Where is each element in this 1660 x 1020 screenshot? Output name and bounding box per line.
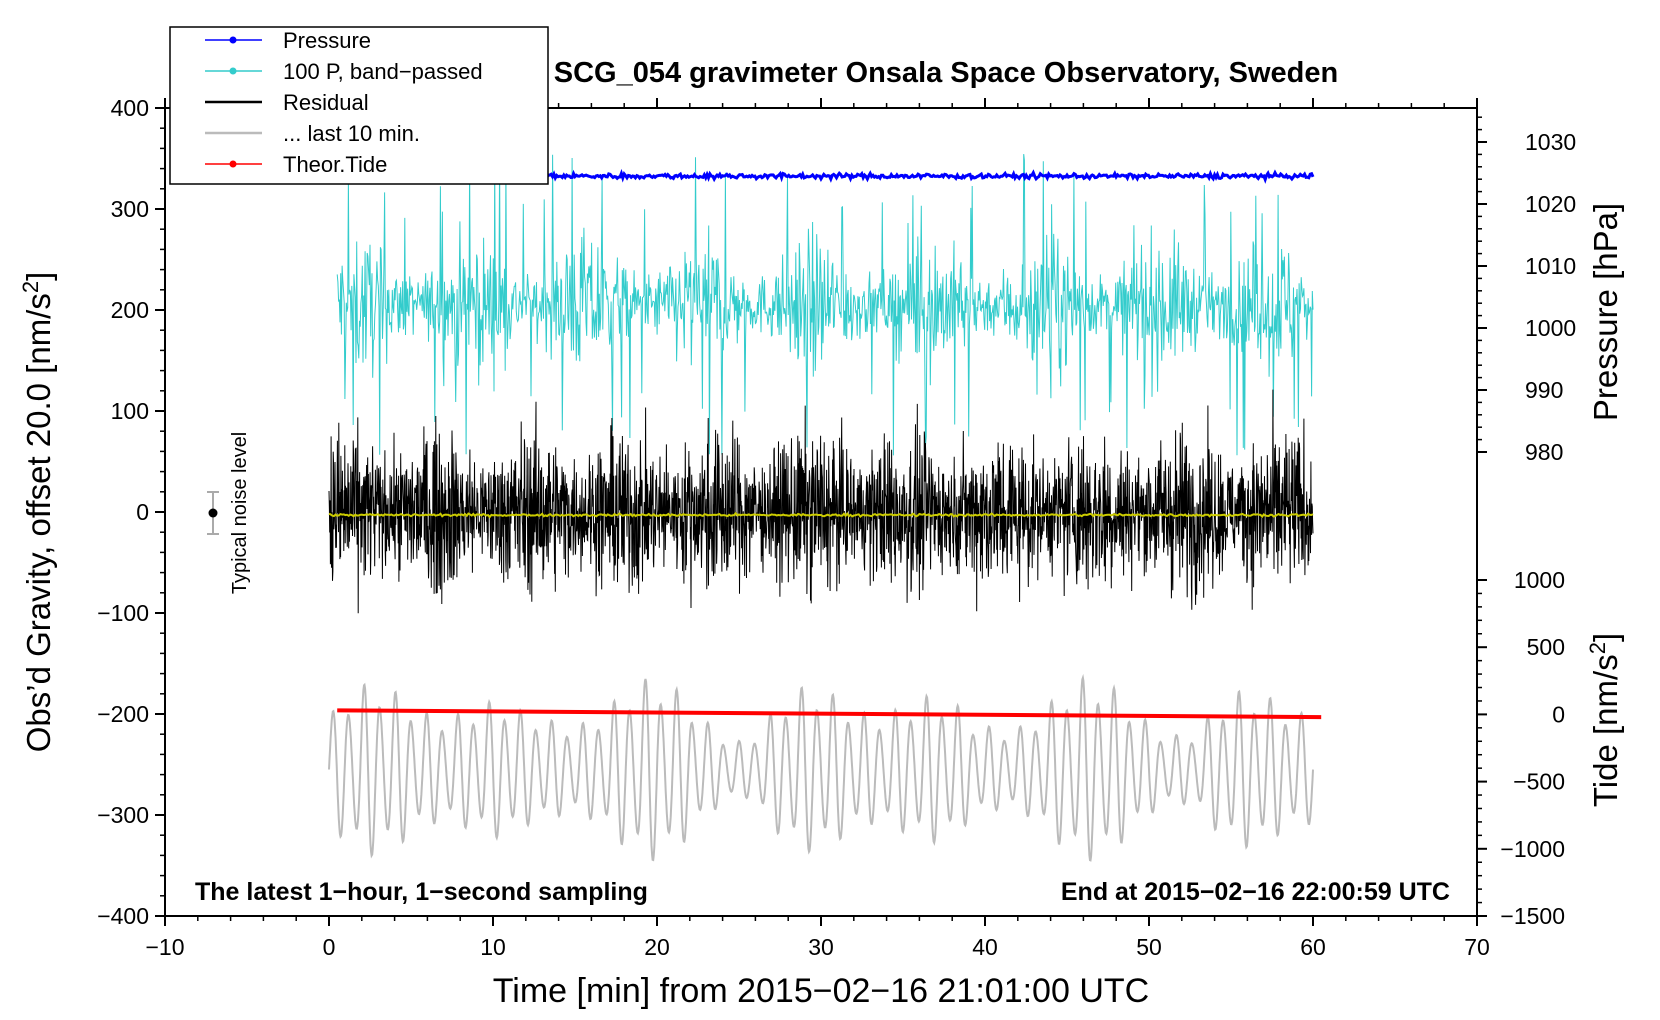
- x-tick-label: 10: [480, 934, 506, 960]
- legend-box: [169, 26, 549, 185]
- annotation-sampling: The latest 1−hour, 1−second sampling: [195, 878, 648, 906]
- y-axis-pressure-label: Pressure [hPa]: [1587, 203, 1624, 421]
- legend: Pressure 100 P, band−passed Residual ... la…: [169, 26, 549, 185]
- x-tick-label: 20: [644, 934, 670, 960]
- legend-entry: Pressure: [205, 28, 371, 53]
- x-tick-label: 30: [808, 934, 834, 960]
- x-tick-label: 50: [1136, 934, 1162, 960]
- y-axis-tide-label-sup: 2: [1585, 642, 1610, 654]
- y-axis-pressure-ticks: 1030 1020 1010 1000 990 980: [1477, 116, 1576, 465]
- legend-entry-label: Theor.Tide: [283, 152, 387, 177]
- x-axis-ticks: −10 0 10 20 30 40 50 60 70: [145, 98, 1490, 960]
- y-pressure-tick-label: 1020: [1525, 191, 1576, 217]
- y-axis-tide-label: Tide [nm/s2]: [1585, 633, 1625, 807]
- legend-swatch-marker: [229, 160, 237, 168]
- x-tick-label: 60: [1300, 934, 1326, 960]
- legend-entry: Theor.Tide: [205, 152, 387, 177]
- y-left-tick-label: −400: [97, 903, 149, 929]
- y-tide-tick-label: −1500: [1500, 903, 1565, 929]
- y-tide-tick-label: 500: [1527, 634, 1565, 660]
- chart-title: SCG_054 gravimeter Onsala Space Observat…: [554, 57, 1338, 89]
- y-axis-left-ticks: 400 300 200 100 0 −100 −200 −300 −400: [97, 95, 165, 929]
- series-residual-smoothed-line: [328, 511, 1314, 519]
- y-left-tick-label: −100: [97, 600, 149, 626]
- y-left-tick-label: 300: [111, 196, 149, 222]
- y-left-tick-label: 0: [136, 499, 149, 525]
- series-last-10-min: [328, 673, 1314, 862]
- y-pressure-tick-label: 990: [1525, 377, 1563, 403]
- legend-swatch-marker: [229, 67, 237, 75]
- series-band-passed-line: [336, 154, 1314, 456]
- y-axis-left-label-sup: 2: [18, 281, 43, 293]
- series-theor-tide-line: [337, 708, 1322, 720]
- noise-level-label: Typical noise level: [229, 432, 251, 594]
- noise-level-indicator: Typical noise level: [207, 432, 251, 594]
- legend-entry-label: ... last 10 min.: [283, 121, 420, 146]
- y-left-tick-label: 100: [111, 398, 149, 424]
- series-band-passed-pressure: [336, 154, 1314, 456]
- x-tick-label: 70: [1464, 934, 1490, 960]
- annotation-end-time: End at 2015−02−16 22:00:59 UTC: [1061, 878, 1450, 906]
- y-pressure-tick-label: 980: [1525, 439, 1563, 465]
- y-left-tick-label: 200: [111, 297, 149, 323]
- y-left-tick-label: −300: [97, 802, 149, 828]
- series-theor-tide: [337, 708, 1322, 720]
- x-tick-label: 40: [972, 934, 998, 960]
- x-tick-label: 0: [323, 934, 336, 960]
- series-last-10-min-line: [328, 673, 1314, 862]
- legend-entry: ... last 10 min.: [205, 121, 420, 146]
- y-tide-tick-label: −500: [1513, 769, 1565, 795]
- legend-entry-label: 100 P, band−passed: [283, 59, 483, 84]
- series-residual: [328, 389, 1314, 614]
- y-pressure-tick-label: 1010: [1525, 253, 1576, 279]
- y-tide-tick-label: 0: [1552, 701, 1565, 727]
- legend-entry-label: Pressure: [283, 28, 371, 53]
- y-pressure-tick-label: 1000: [1525, 315, 1576, 341]
- y-left-tick-label: −200: [97, 701, 149, 727]
- series-residual-smoothed: [328, 511, 1314, 519]
- y-axis-left-label: Obs’d Gravity, offset 20.0 [nm/s2]: [18, 272, 58, 753]
- y-tide-tick-label: 1000: [1514, 567, 1565, 593]
- y-axis-tide-ticks: 1000 500 0 −500 −1000 −1500: [1477, 567, 1565, 929]
- y-left-tick-label: 400: [111, 95, 149, 121]
- legend-entry: Residual: [205, 90, 369, 115]
- y-pressure-tick-label: 1030: [1525, 129, 1576, 155]
- x-axis-label: Time [min] from 2015−02−16 21:01:00 UTC: [493, 972, 1149, 1010]
- noise-level-point: [208, 508, 218, 518]
- x-tick-label: −10: [145, 934, 184, 960]
- series-residual-line: [328, 389, 1314, 614]
- legend-swatch-marker: [229, 36, 237, 44]
- y-tide-tick-label: −1000: [1500, 836, 1565, 862]
- legend-entry: 100 P, band−passed: [205, 59, 483, 84]
- legend-entry-label: Residual: [283, 90, 369, 115]
